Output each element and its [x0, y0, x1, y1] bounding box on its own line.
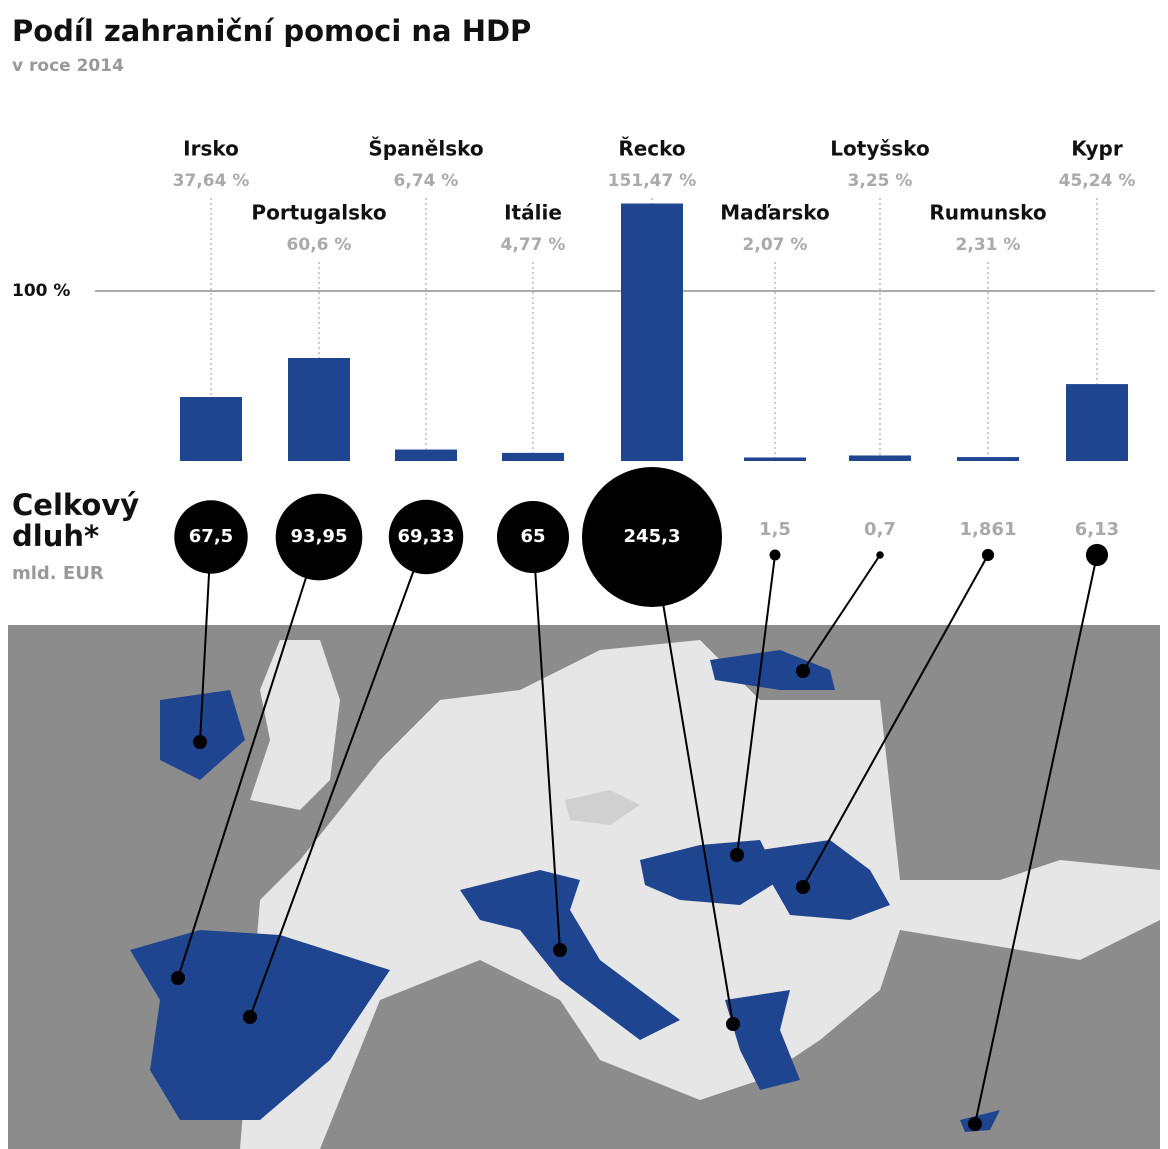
- category-label: Portugalsko: [251, 201, 386, 225]
- romania: [760, 840, 890, 920]
- bubble-label: 93,95: [291, 526, 348, 547]
- map-dot: [726, 1017, 740, 1031]
- category-label: Rumunsko: [929, 201, 1046, 225]
- czechia: [565, 790, 640, 825]
- map-dot: [243, 1010, 257, 1024]
- map-dot: [171, 971, 185, 985]
- bubble-label: 65: [520, 526, 545, 547]
- value-label: 4,77 %: [501, 235, 566, 255]
- bubble: [1085, 543, 1109, 567]
- value-label: 2,07 %: [743, 235, 808, 255]
- category-label: Španělsko: [368, 137, 483, 161]
- bubble: [174, 500, 248, 574]
- category-label: Lotyšsko: [830, 137, 929, 161]
- bubble-label: 6,13: [1075, 519, 1119, 540]
- bubble-label: 67,5: [189, 526, 233, 547]
- bubble-label: 0,7: [864, 519, 896, 540]
- bar: [744, 457, 806, 461]
- connector: [532, 536, 561, 951]
- bubble: [388, 499, 464, 575]
- iberia: [130, 930, 390, 1120]
- connector: [736, 554, 776, 856]
- bubble-title: Celkový dluh*: [12, 488, 140, 553]
- bar: [502, 452, 564, 461]
- connector: [177, 536, 320, 979]
- map-dot: [968, 1117, 982, 1131]
- italy: [460, 870, 680, 1040]
- y-tick-label: 100 %: [12, 281, 70, 301]
- connector: [802, 554, 881, 672]
- bubble-label: 1,861: [960, 519, 1017, 540]
- bubble-label: 245,3: [624, 526, 681, 547]
- category-label: Itálie: [504, 201, 562, 225]
- value-label: 3,25 %: [848, 171, 913, 191]
- bar: [180, 397, 242, 461]
- bubble-label: 1,5: [759, 519, 791, 540]
- bubble-label: 69,33: [398, 526, 455, 547]
- bar: [621, 203, 683, 461]
- bubble: [981, 548, 995, 562]
- category-label: Irsko: [183, 137, 239, 161]
- map-dot: [796, 664, 810, 678]
- bubble-subtitle: mld. EUR: [12, 563, 104, 584]
- bar: [288, 357, 350, 461]
- value-label: 151,47 %: [608, 171, 697, 191]
- title: Podíl zahraniční pomoci na HDP: [12, 14, 532, 48]
- value-label: 6,74 %: [394, 171, 459, 191]
- bar: [395, 449, 457, 461]
- map-dot: [553, 943, 567, 957]
- bubble: [769, 549, 781, 561]
- value-label: 2,31 %: [956, 235, 1021, 255]
- value-label: 37,64 %: [173, 171, 250, 191]
- value-label: 45,24 %: [1059, 171, 1136, 191]
- bubble: [876, 551, 884, 559]
- bar: [1066, 384, 1128, 461]
- greece: [725, 990, 800, 1090]
- hungary: [640, 840, 780, 905]
- map-dot: [730, 848, 744, 862]
- bubble: [275, 493, 363, 581]
- connector: [249, 536, 427, 1018]
- map-dot: [193, 735, 207, 749]
- bar: [849, 455, 911, 461]
- bar: [957, 457, 1019, 461]
- category-label: Kypr: [1071, 137, 1123, 161]
- category-label: Maďarsko: [720, 201, 829, 225]
- connector: [802, 554, 989, 888]
- connector: [651, 536, 734, 1025]
- bubble: [582, 467, 722, 607]
- map: [8, 625, 1160, 1149]
- ireland: [160, 690, 245, 780]
- connector: [974, 554, 1098, 1125]
- map-dot: [796, 880, 810, 894]
- latvia: [710, 650, 835, 690]
- bubble: [496, 500, 570, 574]
- category-label: Řecko: [618, 137, 685, 161]
- subtitle: v roce 2014: [12, 56, 124, 76]
- value-label: 60,6 %: [287, 235, 352, 255]
